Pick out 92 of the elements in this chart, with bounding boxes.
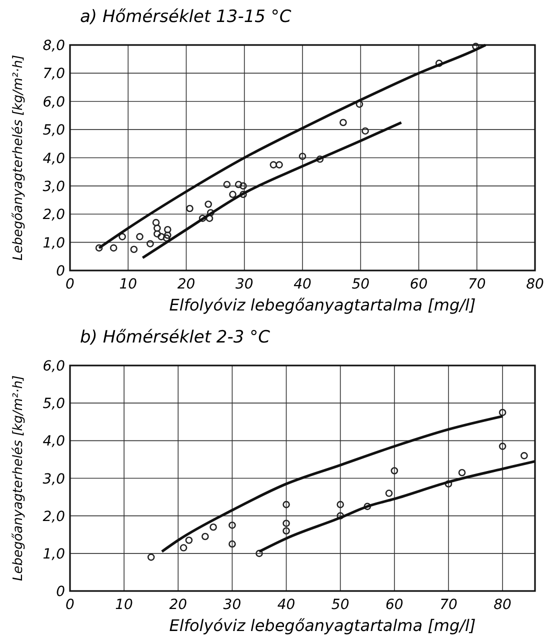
point	[206, 214, 214, 222]
point	[240, 190, 247, 198]
y-tick-label: 3,0	[42, 178, 66, 195]
point	[154, 230, 161, 238]
point	[390, 467, 398, 474]
point	[336, 512, 344, 520]
point	[202, 532, 209, 540]
x-tick-label: 40	[294, 276, 312, 292]
y-tick-label: 2,0	[42, 207, 66, 224]
x-tick-label: 50	[352, 276, 370, 292]
point	[340, 118, 347, 126]
point	[270, 161, 278, 168]
x-tick-label: 70	[440, 597, 458, 613]
point	[472, 42, 480, 50]
point	[458, 468, 466, 476]
point	[152, 218, 160, 226]
point	[364, 502, 372, 510]
point	[95, 244, 103, 252]
y-tick-label: 4,0	[42, 434, 66, 450]
point	[282, 520, 290, 527]
y-tick-label: 0	[56, 264, 66, 280]
point	[435, 60, 443, 67]
point	[282, 527, 290, 535]
x-tick-label: 60	[386, 597, 404, 613]
point	[356, 100, 364, 108]
y-axis-title: Lebegőanyagterhelés [kg/m²·h]	[11, 375, 26, 582]
x-tick-label: 50	[331, 597, 350, 613]
point	[118, 233, 126, 240]
y-tick-label: 1,0	[42, 546, 66, 562]
point	[146, 240, 154, 248]
point	[256, 550, 263, 558]
point	[223, 180, 231, 188]
y-tick-label: 3,0	[42, 471, 66, 488]
point	[186, 204, 194, 212]
line-series	[141, 121, 403, 260]
x-tick-label: 30	[235, 276, 254, 292]
y-tick-label: 4,0	[42, 150, 66, 167]
y-tick-label: 5,0	[42, 122, 66, 139]
y-tick-label: 8,0	[42, 38, 66, 54]
y-tick-label: 0	[56, 584, 66, 600]
x-tick-label: 20	[169, 597, 188, 613]
point	[136, 233, 144, 240]
point	[498, 442, 506, 450]
point	[336, 500, 344, 508]
x-tick-label: 70	[468, 276, 486, 292]
point	[210, 523, 217, 531]
x-tick-label: 10	[119, 276, 138, 292]
point	[298, 152, 306, 160]
point	[130, 246, 138, 254]
x-axis-title: Elfolyóviz lebegőanyagtartalma [mg/l]	[169, 616, 476, 635]
chart-title: a) Hőmérséklet 13-15 °C	[80, 7, 292, 27]
point	[520, 452, 528, 460]
point	[207, 209, 214, 216]
point	[162, 234, 170, 242]
point	[444, 480, 452, 488]
point	[154, 224, 161, 232]
point	[316, 156, 324, 163]
point	[185, 536, 193, 544]
point	[240, 182, 247, 190]
point	[234, 180, 242, 188]
point	[158, 233, 165, 240]
point	[228, 522, 236, 529]
x-tick-label: 30	[223, 597, 242, 613]
point	[229, 190, 236, 198]
point	[498, 408, 506, 416]
point	[362, 127, 369, 135]
point	[180, 544, 188, 552]
x-tick-label: 10	[115, 597, 134, 613]
point	[228, 540, 236, 548]
point	[110, 244, 118, 252]
x-tick-label: 80	[526, 276, 544, 292]
x-axis-title: Elfolyóviz lebegőanyagtartalma [mg/l]	[169, 296, 476, 314]
y-tick-label: 6,0	[42, 358, 66, 374]
y-tick-label: 2,0	[42, 508, 66, 525]
point	[385, 490, 393, 497]
y-tick-label: 7,0	[42, 66, 66, 82]
x-tick-label: 40	[277, 597, 296, 613]
chart-title: b) Hőmérséklet 2-3 °C	[80, 328, 270, 348]
y-tick-label: 6,0	[42, 94, 66, 110]
y-axis-title: Lebegőanyagterhelés [kg/m²·h]	[11, 54, 26, 261]
point	[164, 232, 172, 239]
y-tick-label: 1,0	[42, 235, 66, 252]
x-tick-label: 20	[177, 276, 196, 292]
point	[204, 200, 212, 208]
x-tick-label: 60	[410, 276, 428, 292]
point	[198, 214, 206, 222]
y-tick-label: 5,0	[42, 396, 66, 412]
point	[147, 554, 155, 561]
x-tick-label: 80	[494, 597, 512, 613]
point	[276, 161, 283, 168]
point	[164, 226, 172, 234]
point	[282, 500, 290, 508]
